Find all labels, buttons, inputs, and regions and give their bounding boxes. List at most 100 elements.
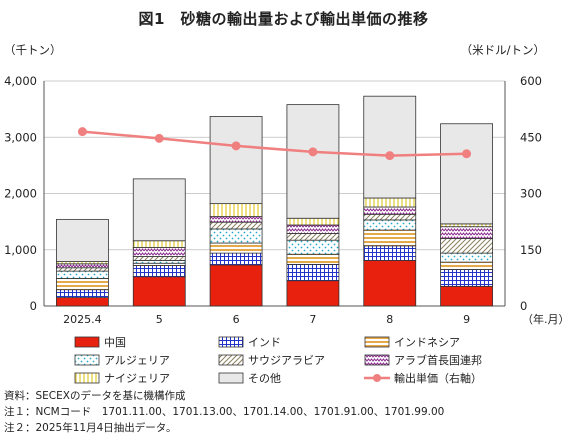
y-right-tick-label: 300 bbox=[520, 187, 542, 201]
bar-segment bbox=[132, 260, 186, 264]
bar-segment bbox=[440, 123, 493, 225]
bar-segment bbox=[286, 217, 340, 226]
bar-segment bbox=[440, 252, 493, 263]
legend-swatch bbox=[364, 336, 390, 348]
bar-segment bbox=[209, 203, 263, 217]
y-left-tick-label: 4,000 bbox=[4, 74, 37, 88]
price-point bbox=[231, 141, 241, 151]
legend-swatch bbox=[218, 354, 244, 366]
bar-segment bbox=[363, 95, 417, 199]
price-line bbox=[82, 130, 467, 157]
bar-segment bbox=[286, 253, 340, 265]
legend-label: 中国 bbox=[104, 336, 126, 349]
legend-item: インド bbox=[218, 334, 281, 350]
legend-label: アラブ首長国連邦 bbox=[394, 354, 482, 367]
y-left-tick-label: 0 bbox=[30, 299, 37, 313]
bar-segment bbox=[56, 263, 109, 269]
bar-segment bbox=[209, 264, 263, 307]
x-tick-label: 8 bbox=[386, 313, 393, 326]
bar-segment bbox=[132, 240, 186, 248]
bar-segment bbox=[56, 270, 109, 279]
x-axis-unit: （年.月） bbox=[522, 313, 567, 326]
legend-swatch bbox=[218, 372, 244, 384]
legend-item: 輸出単価（右軸） bbox=[364, 370, 482, 386]
bar-segment bbox=[440, 261, 493, 270]
legend-label: インドネシア bbox=[394, 336, 460, 349]
legend-label: インド bbox=[248, 336, 281, 349]
note-source: 資料：SECEXのデータを基に機構作成 bbox=[4, 390, 186, 402]
bar-segment bbox=[209, 116, 263, 205]
bar-segment bbox=[440, 226, 493, 239]
legend-item: ナイジェリア bbox=[74, 370, 170, 386]
legend-swatch bbox=[74, 336, 100, 348]
price-point bbox=[77, 127, 87, 137]
x-tick-label: 7 bbox=[309, 313, 316, 326]
bar-segment bbox=[56, 218, 109, 262]
legend-swatch bbox=[218, 336, 244, 348]
bar-segment bbox=[286, 280, 340, 307]
legend-item: その他 bbox=[218, 370, 281, 386]
bar-segment bbox=[56, 267, 109, 272]
bar-segment bbox=[363, 260, 417, 307]
y-left-tick-label: 1,000 bbox=[4, 243, 37, 257]
legend-label: 輸出単価（右軸） bbox=[394, 372, 482, 385]
y-left-tick-label: 2,000 bbox=[4, 187, 37, 201]
legend-item: サウジアラビア bbox=[218, 352, 325, 368]
bar-segment bbox=[286, 263, 340, 282]
legend-item: アラブ首長国連邦 bbox=[364, 352, 482, 368]
note-2: 注２：2025年11月4日抽出データ。 bbox=[4, 422, 177, 434]
y-right-tick-label: 450 bbox=[520, 130, 542, 144]
x-tick-label: 6 bbox=[233, 313, 240, 326]
bar-segment bbox=[363, 197, 417, 208]
legend-item: インドネシア bbox=[364, 334, 460, 350]
price-point bbox=[462, 149, 472, 159]
bar-segment bbox=[56, 278, 109, 291]
legend-swatch bbox=[74, 354, 100, 366]
bar-segment bbox=[440, 285, 493, 307]
bar-segment bbox=[132, 265, 186, 278]
bar-segment bbox=[286, 224, 340, 234]
legend-label: ナイジェリア bbox=[104, 372, 170, 385]
notes: 資料：SECEXのデータを基に機構作成 注１：NCMコード 1701.11.00… bbox=[4, 388, 444, 436]
plot-area: 0 1,000 2,000 3,000 4,000 0 150 300 450 600 2025.4… bbox=[4, 74, 542, 326]
note-1: 注１：NCMコード 1701.11.00、1701.13.00、1701.14.… bbox=[4, 406, 445, 418]
price-point bbox=[154, 133, 164, 143]
legend-swatch bbox=[364, 354, 390, 366]
y-right-tick-label: 0 bbox=[520, 299, 527, 313]
bar-segment bbox=[440, 238, 493, 254]
bar-segment bbox=[286, 104, 340, 219]
bar-segment bbox=[209, 228, 263, 244]
bar-segment bbox=[363, 213, 417, 221]
bar-segment bbox=[440, 269, 493, 287]
bar-segment bbox=[209, 221, 263, 230]
bar-segment bbox=[132, 276, 186, 307]
legend-swatch bbox=[74, 372, 100, 384]
legend-item: アルジェリア bbox=[74, 352, 170, 368]
bar-segment bbox=[132, 256, 186, 261]
y-right-tick-label: 600 bbox=[520, 74, 542, 88]
x-tick-label: 2025.4 bbox=[63, 313, 102, 326]
bar-segment bbox=[363, 229, 417, 247]
bar-segment bbox=[56, 297, 109, 307]
bar-segment bbox=[132, 178, 186, 242]
bar-segment bbox=[209, 252, 263, 266]
bar-segment bbox=[56, 289, 109, 298]
bar-segment bbox=[363, 219, 417, 231]
legend: 中国 インド インドネシアアルジェリア サウジアラビア アラブ首長国連邦ナイジェリア その… bbox=[74, 334, 544, 392]
legend-label: サウジアラビア bbox=[248, 354, 325, 367]
bar-segment bbox=[209, 242, 263, 254]
bar-segment bbox=[286, 239, 340, 255]
bar-segment bbox=[286, 233, 340, 241]
bar-segment bbox=[363, 245, 417, 261]
bar-segment bbox=[363, 206, 417, 215]
legend-swatch bbox=[364, 374, 390, 382]
x-tick-label: 9 bbox=[463, 313, 470, 326]
price-point bbox=[385, 151, 395, 161]
bar-segment bbox=[132, 247, 186, 257]
price-point bbox=[308, 147, 318, 157]
left-axis-unit: （千トン） bbox=[4, 43, 62, 57]
legend-label: その他 bbox=[248, 372, 281, 385]
legend-label: アルジェリア bbox=[104, 354, 170, 367]
legend-item: 中国 bbox=[74, 334, 126, 350]
